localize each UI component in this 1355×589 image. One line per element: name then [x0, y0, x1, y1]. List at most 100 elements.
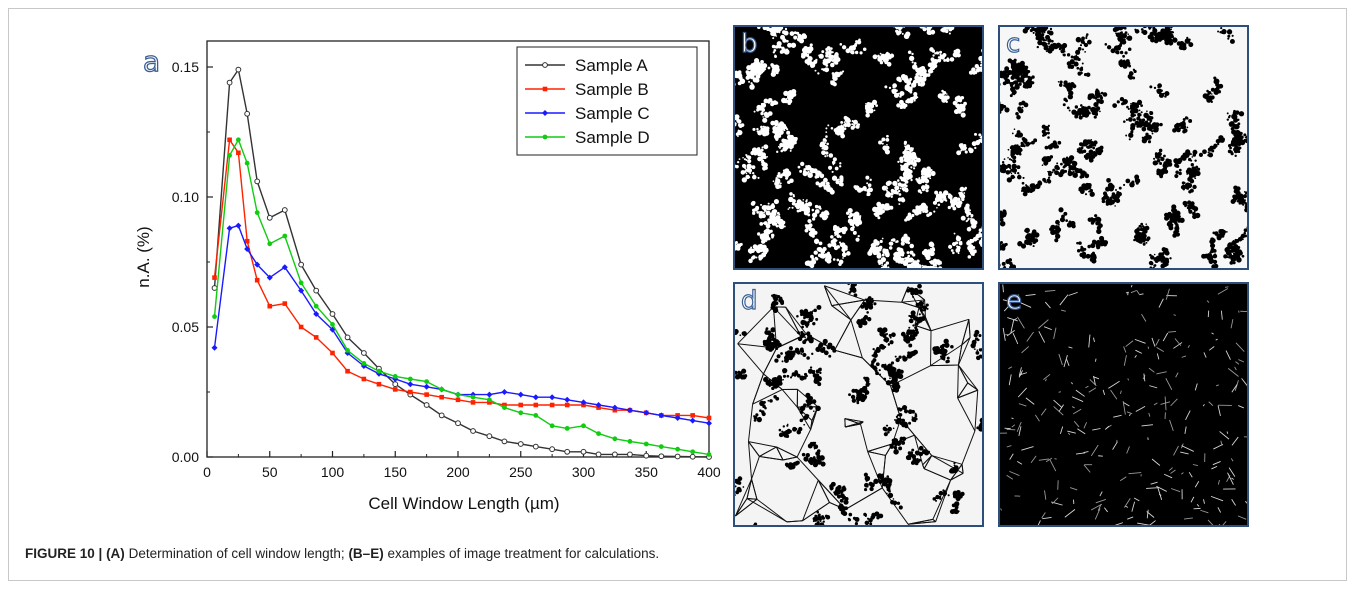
texture-mark — [1041, 164, 1044, 166]
texture-mark — [953, 52, 959, 58]
texture-mark — [1188, 42, 1194, 48]
data-point — [267, 303, 273, 309]
data-point — [423, 402, 430, 408]
texture-mark — [932, 519, 936, 523]
texture-mark — [1118, 186, 1122, 190]
texture-mark — [796, 429, 812, 458]
texture-mark — [1150, 255, 1154, 259]
data-point — [330, 350, 335, 356]
texture-mark — [1149, 253, 1152, 257]
texture-mark — [901, 301, 920, 309]
texture-mark — [896, 240, 899, 243]
texture-mark — [816, 458, 820, 462]
texture-mark — [1014, 134, 1018, 138]
texture-mark — [839, 162, 842, 165]
data-point — [564, 426, 570, 431]
texture-mark — [1135, 237, 1141, 243]
texture-mark — [898, 446, 903, 451]
texture-mark — [1123, 27, 1127, 30]
texture-mark — [788, 355, 793, 361]
texture-mark — [897, 413, 901, 417]
texture-mark — [1002, 210, 1007, 215]
texture-mark — [1175, 223, 1179, 227]
texture-mark — [960, 112, 966, 118]
texture-mark — [876, 346, 880, 351]
texture-mark — [825, 215, 829, 219]
texture-mark — [1081, 62, 1084, 65]
texture-mark — [1208, 258, 1213, 263]
texture-mark — [885, 145, 890, 150]
texture-mark — [911, 61, 914, 64]
texture-mark — [800, 319, 806, 326]
texture-mark — [960, 95, 965, 100]
texture-mark — [1028, 242, 1033, 246]
data-point — [549, 394, 556, 401]
texture-mark — [965, 211, 970, 216]
texture-mark — [910, 166, 913, 169]
texture-mark — [901, 286, 909, 303]
texture-mark — [1176, 127, 1181, 133]
texture-mark — [951, 242, 957, 247]
texture-mark — [884, 251, 890, 257]
texture-mark — [772, 100, 778, 106]
texture-mark — [845, 423, 861, 428]
texture-mark — [891, 89, 895, 93]
texture-mark — [823, 285, 852, 321]
texture-mark — [770, 218, 775, 224]
texture-mark — [972, 249, 977, 254]
texture-mark — [1157, 35, 1164, 41]
texture-mark — [762, 125, 765, 128]
texture-mark — [802, 352, 807, 357]
texture-mark — [735, 485, 737, 488]
texture-mark — [1036, 45, 1039, 49]
texture-mark — [772, 130, 776, 134]
texture-mark — [1031, 27, 1036, 32]
texture-mark — [1055, 219, 1060, 225]
texture-mark — [913, 167, 916, 170]
texture-mark — [789, 178, 794, 184]
texture-mark — [957, 501, 959, 504]
data-point — [643, 441, 649, 447]
texture-mark — [1079, 175, 1083, 179]
texture-mark — [935, 479, 952, 522]
texture-mark — [802, 198, 805, 201]
texture-mark — [1153, 128, 1158, 133]
texture-mark — [1104, 43, 1108, 46]
texture-mark — [748, 441, 760, 457]
texture-mark — [1172, 37, 1178, 43]
texture-mark — [906, 336, 909, 338]
texture-mark — [905, 338, 911, 344]
texture-mark — [1229, 39, 1235, 44]
texture-mark — [780, 352, 783, 355]
texture-mark — [1150, 261, 1154, 264]
texture-mark — [955, 250, 959, 253]
texture-mark — [938, 266, 943, 268]
texture-mark — [1119, 96, 1125, 102]
texture-mark — [965, 220, 968, 223]
texture-mark — [874, 480, 878, 484]
texture-mark — [1232, 255, 1237, 259]
texture-mark — [1152, 160, 1158, 166]
texture-mark — [806, 165, 811, 170]
texture-mark — [864, 395, 868, 399]
texture-mark — [838, 262, 842, 267]
data-point — [244, 246, 251, 252]
texture-mark — [765, 112, 768, 115]
texture-mark — [1085, 253, 1091, 259]
texture-mark — [1059, 80, 1063, 84]
texture-mark — [841, 230, 846, 235]
texture-mark — [881, 333, 885, 337]
texture-mark — [1212, 253, 1218, 259]
data-point — [643, 409, 650, 416]
texture-mark — [1183, 126, 1186, 129]
texture-mark — [1022, 28, 1028, 34]
texture-mark — [1165, 260, 1169, 264]
texture-mark — [796, 31, 800, 35]
texture-mark — [1068, 109, 1071, 112]
texture-mark — [1196, 167, 1201, 171]
texture-mark — [1164, 250, 1170, 256]
texture-mark — [1227, 34, 1231, 38]
texture-mark — [815, 238, 818, 241]
texture-mark — [800, 352, 803, 355]
texture-mark — [1171, 223, 1174, 226]
